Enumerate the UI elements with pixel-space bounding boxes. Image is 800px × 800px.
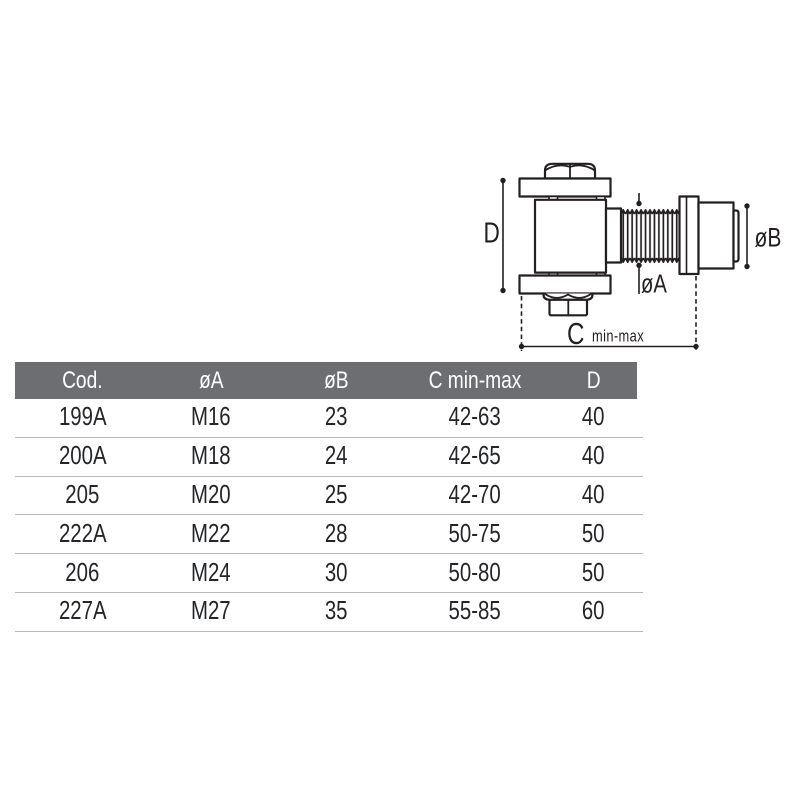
table-cell: 50 — [582, 519, 605, 548]
top-hex-nut — [543, 162, 597, 180]
spec-table: Cod. øA øB C min-max D 199A M16 23 42-63 40 2… — [15, 362, 643, 632]
table-cell: 50-75 — [448, 519, 502, 548]
bottom-hex-nut — [548, 298, 589, 317]
table-cell: 24 — [324, 442, 348, 471]
table-cell: 222A — [58, 519, 107, 548]
table-cell: 227A — [58, 597, 107, 626]
column-header-dia-a: øA — [198, 366, 224, 394]
table-row: 199A M16 23 42-63 40 — [15, 399, 643, 438]
table-cell: 42-70 — [448, 480, 502, 509]
table-cell: 42-65 — [448, 442, 502, 471]
hinge-technical-drawing: D øB øA C min-max — [484, 162, 782, 351]
table-row: 205 M20 25 42-70 40 — [15, 477, 643, 516]
table-row: 200A M18 24 42-65 40 — [15, 438, 643, 477]
bushing-flange — [678, 195, 700, 276]
bushing-hub — [732, 209, 740, 263]
table-cell: M22 — [191, 519, 231, 548]
table-cell: 60 — [582, 597, 605, 626]
dim-label-c: C — [567, 316, 584, 351]
table-cell: 40 — [582, 442, 605, 471]
table-row: 206 M24 30 50-80 50 — [15, 554, 643, 593]
table-body: 199A M16 23 42-63 40 200A M18 24 42-65 40 205 M20 25… — [15, 399, 643, 632]
dimension-dia-a-line — [636, 193, 642, 294]
dimension-lines — [500, 177, 750, 351]
table-cell: 25 — [324, 480, 348, 509]
table-cell: M20 — [191, 480, 231, 509]
table-cell: 40 — [582, 480, 605, 509]
table-cell: 42-63 — [448, 403, 502, 432]
dim-label-dia-b: øB — [755, 223, 782, 253]
table-cell: 28 — [324, 519, 348, 548]
dimension-dia-b-line — [744, 203, 750, 270]
column-header-dia-b: øB — [323, 366, 349, 394]
threaded-rod — [621, 209, 679, 263]
table-cell: M18 — [191, 442, 231, 471]
hinge-body-group — [518, 162, 740, 317]
dim-label-c-minmax: min-max — [592, 328, 644, 346]
table-cell: 30 — [324, 558, 348, 587]
hinge-body — [533, 198, 608, 274]
dim-label-dia-a: øA — [641, 269, 667, 298]
dim-label-d: D — [484, 216, 500, 249]
table-cell: 206 — [65, 558, 100, 587]
top-flange-plate — [518, 177, 612, 198]
table-cell: 55-85 — [448, 597, 502, 626]
table-cell: 199A — [58, 403, 107, 432]
bottom-flange-plate — [518, 274, 612, 295]
shank-stub — [604, 207, 623, 264]
column-header-c-minmax: C min-max — [428, 366, 522, 394]
table-cell: M24 — [191, 558, 231, 587]
table-cell: 200A — [58, 442, 107, 471]
table-cell: 35 — [324, 597, 348, 626]
table-cell: 50 — [582, 558, 605, 587]
table-cell: 50-80 — [448, 558, 502, 587]
table-cell: 205 — [65, 480, 100, 509]
bushing-cylinder — [697, 201, 735, 270]
table-cell: 23 — [324, 403, 348, 432]
dimension-c-line — [518, 276, 699, 351]
table-cell: 40 — [582, 403, 605, 432]
table-cell: M16 — [191, 403, 231, 432]
dimension-d-line — [500, 177, 506, 294]
table-cell: M27 — [191, 597, 231, 626]
column-header-d: D — [586, 366, 601, 394]
table-header: Cod. øA øB C min-max D — [15, 362, 637, 399]
column-header-cod: Cod. — [62, 366, 103, 394]
table-row: 227A M27 35 55-85 60 — [15, 593, 643, 632]
table-row: 222A M22 28 50-75 50 — [15, 515, 643, 555]
